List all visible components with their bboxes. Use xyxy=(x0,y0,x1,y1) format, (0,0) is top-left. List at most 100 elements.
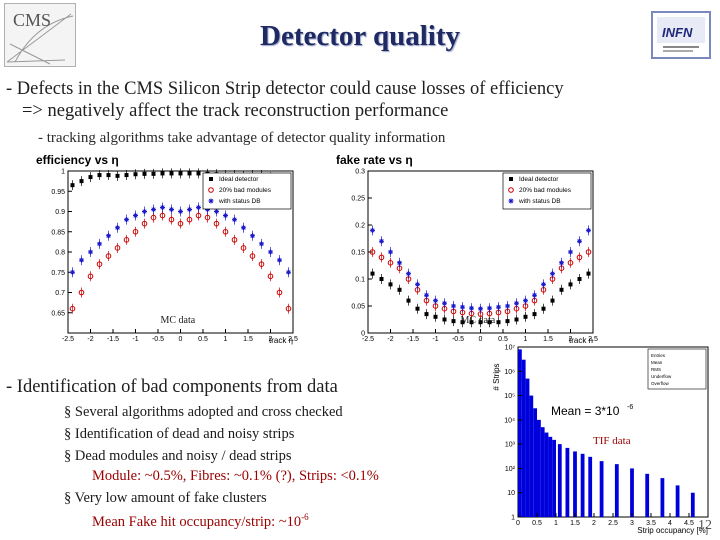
cms-logo: CMS xyxy=(4,3,76,67)
occ-bar xyxy=(533,408,537,517)
eff-xtick-label: 1 xyxy=(224,336,228,343)
eff-xtick-label: 0 xyxy=(179,336,183,343)
fake-xtick-label: -0.5 xyxy=(452,336,464,343)
fake-legend-label: with status DB xyxy=(518,198,561,205)
eff-point xyxy=(187,171,192,176)
fake-point xyxy=(397,260,402,266)
occ-bar xyxy=(565,447,570,517)
eff-point xyxy=(160,171,165,176)
fake-point xyxy=(487,305,492,311)
eff-ytick-label: 1 xyxy=(61,169,65,176)
bullet-defects: - Defects in the CMS Silicon Strip detec… xyxy=(6,79,564,99)
eff-point xyxy=(231,237,238,243)
eff-xtick-label: 1.5 xyxy=(243,336,253,343)
infn-logo-graphic: INFN xyxy=(657,17,705,52)
occ-stats-label: Overflow xyxy=(651,381,670,386)
fake-xtick-label: -2 xyxy=(387,336,393,343)
eff-ytick-label: 0.65 xyxy=(51,310,65,317)
fake-point xyxy=(388,249,393,255)
fake-point xyxy=(469,320,474,325)
occ-ytick-label: 10⁵ xyxy=(504,393,515,400)
eff-ytick-label: 0.95 xyxy=(51,189,65,196)
fake-point xyxy=(433,314,438,319)
eff-point xyxy=(195,212,202,219)
occ-annotation-label: TIF data xyxy=(593,435,631,447)
occ-bar xyxy=(518,349,522,517)
eff-point xyxy=(241,225,246,231)
eff-point xyxy=(106,233,111,239)
fake-rate-plot: fake rate vs η 0 0.05 0.1 0.15 0.2 0.25 0.3 -2.5… xyxy=(330,152,605,345)
occ-xtick-label: 1.5 xyxy=(570,520,580,527)
strip-occupancy-plot: 1 10 10² 10³ 10⁴ 10⁵ 10⁶ 10⁷ 0 0.5 1 1.5 2 2.5 3 3.5 4 4.… xyxy=(488,343,714,535)
eff-point xyxy=(249,253,256,259)
eff-point xyxy=(151,206,156,212)
eff-point xyxy=(186,216,193,223)
fake-point xyxy=(586,227,591,233)
red-fake-occupancy-exp: -6 xyxy=(301,512,309,522)
subbullet-tracking: - tracking algorithms take advantage of … xyxy=(38,130,446,146)
fake-ytick-label: 0.2 xyxy=(355,223,365,230)
fake-point xyxy=(406,271,411,277)
eff-legend-box xyxy=(202,172,292,210)
eff-title: efficiency vs η xyxy=(36,153,119,167)
eff-xlabel: track η xyxy=(269,336,293,345)
eff-point xyxy=(196,171,201,176)
eff-legend-label: Ideal detector xyxy=(219,176,259,183)
fake-point xyxy=(460,304,465,310)
fake-xtick-label: 0.5 xyxy=(498,336,508,343)
eff-point xyxy=(276,289,283,296)
eff-point xyxy=(178,209,183,214)
eff-point xyxy=(115,173,120,178)
fake-ytick-label: 0.25 xyxy=(351,196,365,203)
eff-point xyxy=(204,214,211,221)
occ-xtick-label: 0.5 xyxy=(532,520,542,527)
eff-point xyxy=(178,171,183,176)
occ-bar xyxy=(645,473,650,517)
occ-ytick-label: 10⁶ xyxy=(504,369,515,376)
fake-title: fake rate vs η xyxy=(336,153,413,167)
item-fake-clusters: § Very low amount of fake clusters xyxy=(64,490,267,506)
eff-point xyxy=(151,171,156,176)
eff-point xyxy=(88,175,93,180)
occ-annotation-mean-exp: -6 xyxy=(627,404,633,411)
fake-point xyxy=(514,317,519,322)
eff-legend-marker xyxy=(209,177,213,181)
fake-ytick-label: 0.15 xyxy=(351,250,365,257)
fake-point xyxy=(567,260,574,266)
occ-bar xyxy=(529,395,534,517)
occ-bar xyxy=(614,464,619,517)
occ-bar xyxy=(573,451,577,517)
eff-xtick-label: -2.5 xyxy=(62,336,74,343)
eff-point xyxy=(177,220,184,227)
eff-point xyxy=(250,233,255,239)
occ-ytick-label: 10² xyxy=(505,466,516,473)
occ-stats-label: RMS xyxy=(651,367,661,372)
eff-point xyxy=(114,245,121,251)
fake-point xyxy=(505,319,510,324)
page-title: Detector quality xyxy=(260,20,460,52)
occ-bar xyxy=(690,492,695,517)
fake-point xyxy=(460,320,465,325)
fake-xtick-label: -1 xyxy=(432,336,438,343)
eff-point xyxy=(96,261,103,267)
eff-point xyxy=(115,225,120,231)
fake-point xyxy=(541,306,546,311)
fake-point xyxy=(523,298,528,304)
occ-xtick-label: 4.5 xyxy=(684,520,694,527)
eff-point xyxy=(79,257,84,263)
fake-xtick-label: 1.5 xyxy=(543,336,553,343)
eff-point xyxy=(124,217,129,223)
eff-xtick-label: -1 xyxy=(132,336,138,343)
fake-point xyxy=(397,287,402,292)
fake-xtick-label: 2 xyxy=(569,336,573,343)
page-number: 12 xyxy=(698,518,712,533)
occ-stats-label: Entries xyxy=(651,353,666,358)
eff-point xyxy=(124,173,129,178)
eff-xtick-label: 0.5 xyxy=(198,336,208,343)
eff-point xyxy=(97,173,102,178)
eff-point xyxy=(159,212,166,219)
fake-legend-marker xyxy=(509,177,513,181)
eff-point xyxy=(133,213,138,219)
fake-point xyxy=(378,254,385,261)
eff-point xyxy=(258,261,265,267)
